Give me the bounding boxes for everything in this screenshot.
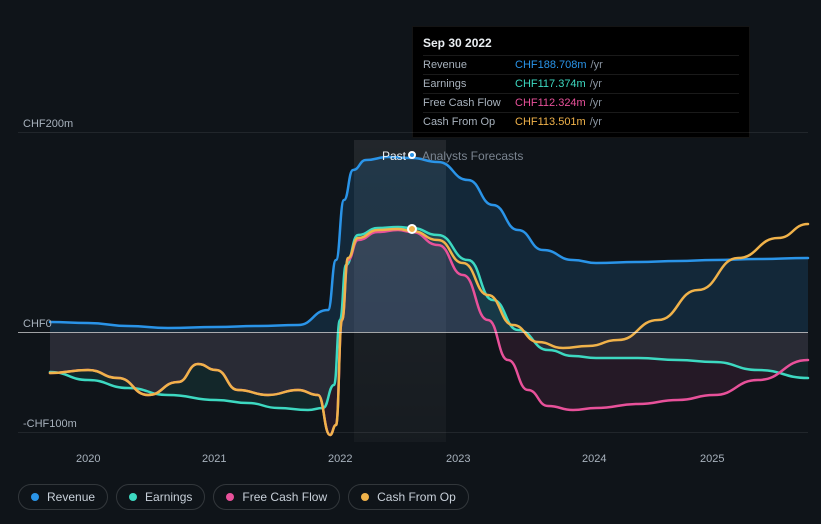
tooltip-row-value: CHF188.708m xyxy=(515,59,587,71)
legend-item-revenue[interactable]: Revenue xyxy=(18,484,108,510)
legend-dot-icon xyxy=(129,493,137,501)
legend-label: Revenue xyxy=(47,490,95,504)
legend-dot-icon xyxy=(361,493,369,501)
legend-label: Free Cash Flow xyxy=(242,490,327,504)
gridline xyxy=(18,432,808,433)
tooltip-title: Sep 30 2022 xyxy=(423,33,739,55)
tooltip-row-value: CHF117.374m xyxy=(515,78,586,90)
y-axis-label: CHF0 xyxy=(23,318,52,330)
financials-chart: Past Analysts Forecasts Sep 30 2022 Reve… xyxy=(18,0,808,470)
past-label: Past xyxy=(382,149,406,163)
tooltip-row-label: Revenue xyxy=(423,59,515,71)
tooltip-row-unit: /yr xyxy=(590,78,602,90)
legend-item-fcf[interactable]: Free Cash Flow xyxy=(213,484,340,510)
y-axis-label: CHF200m xyxy=(23,118,73,130)
legend-label: Cash From Op xyxy=(377,490,456,504)
tooltip-row: RevenueCHF188.708m/yr xyxy=(423,55,739,74)
tooltip-row-label: Cash From Op xyxy=(423,116,515,128)
legend-label: Earnings xyxy=(145,490,192,504)
past-text: Past xyxy=(382,149,406,163)
tooltip-row: Free Cash FlowCHF112.324m/yr xyxy=(423,93,739,112)
tooltip-row-value: CHF112.324m xyxy=(515,97,586,109)
x-axis-label: 2021 xyxy=(202,453,226,465)
divider-marker xyxy=(408,151,416,159)
tooltip-row-unit: /yr xyxy=(590,97,602,109)
current-marker xyxy=(407,224,417,234)
x-axis-label: 2020 xyxy=(76,453,100,465)
tooltip-row-label: Earnings xyxy=(423,78,515,90)
tooltip-row-value: CHF113.501m xyxy=(515,116,586,128)
tooltip-row: EarningsCHF117.374m/yr xyxy=(423,74,739,93)
x-axis-label: 2023 xyxy=(446,453,470,465)
y-axis-label: -CHF100m xyxy=(23,418,77,430)
tooltip-row-unit: /yr xyxy=(590,116,602,128)
legend-dot-icon xyxy=(31,493,39,501)
tooltip-row-unit: /yr xyxy=(591,59,603,71)
tooltip: Sep 30 2022 RevenueCHF188.708m/yrEarning… xyxy=(412,26,750,138)
legend-dot-icon xyxy=(226,493,234,501)
tooltip-row: Cash From OpCHF113.501m/yr xyxy=(423,112,739,131)
tooltip-row-label: Free Cash Flow xyxy=(423,97,515,109)
x-axis-label: 2024 xyxy=(582,453,606,465)
forecast-text: Analysts Forecasts xyxy=(422,149,523,163)
forecast-label: Analysts Forecasts xyxy=(422,149,523,163)
gridline xyxy=(18,132,808,133)
x-axis-label: 2022 xyxy=(328,453,352,465)
legend-item-cfo[interactable]: Cash From Op xyxy=(348,484,469,510)
legend-item-earnings[interactable]: Earnings xyxy=(116,484,205,510)
x-axis-label: 2025 xyxy=(700,453,724,465)
zero-gridline xyxy=(18,332,808,333)
legend: Revenue Earnings Free Cash Flow Cash From O… xyxy=(18,484,469,510)
